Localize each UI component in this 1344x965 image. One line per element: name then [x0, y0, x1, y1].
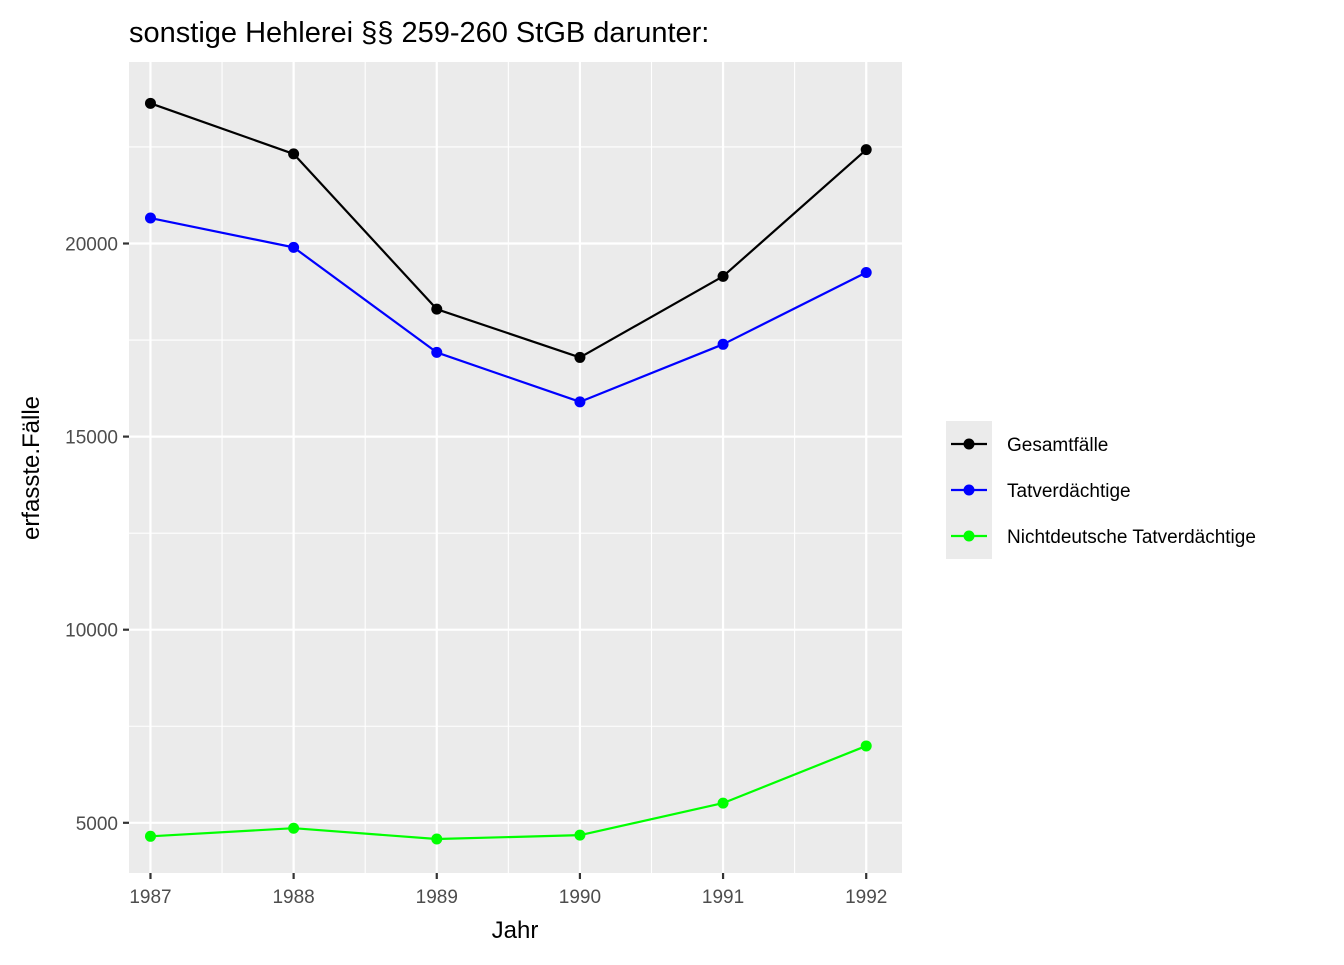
y-axis: 5000 10000 15000 20000 [65, 235, 129, 835]
legend-label: Tatverdächtige [1007, 481, 1131, 502]
series-line-2 [150, 744, 867, 841]
series-point-2-2 [431, 833, 443, 845]
series-point-0-3 [574, 351, 586, 363]
series-point-0-5 [860, 144, 872, 156]
x-tick-label: 1987 [129, 887, 171, 908]
plot-panel [129, 62, 902, 873]
series-line-0 [150, 102, 867, 359]
series-point-0-2 [431, 303, 443, 315]
y-tick-label: 10000 [65, 621, 118, 642]
x-tick-label: 1988 [272, 887, 314, 908]
series-point-1-0 [144, 212, 156, 224]
x-tick-label: 1990 [559, 887, 601, 908]
series-point-1-2 [431, 346, 443, 358]
x-axis-title: Jahr [492, 917, 539, 944]
legend-key-point [963, 530, 975, 542]
x-tick-label: 1992 [845, 887, 887, 908]
chart-title: sonstige Hehlerei §§ 259-260 StGB darunt… [129, 17, 709, 49]
series-point-2-0 [144, 830, 156, 842]
series-point-1-1 [288, 241, 300, 253]
series-point-2-4 [717, 797, 729, 809]
legend: Gesamtfälle Tatverdächtige Nichtdeutsche T… [946, 421, 1256, 559]
series-point-2-1 [288, 822, 300, 834]
x-axis: 1987 1988 1989 1990 1991 1992 [129, 873, 887, 908]
series-point-0-1 [288, 148, 300, 160]
y-tick-label: 5000 [76, 814, 118, 835]
legend-label: Nichtdeutsche Tatverdächtige [1007, 527, 1256, 548]
series-point-1-3 [574, 396, 586, 408]
y-axis-title: erfasste.Fälle [18, 396, 45, 540]
minor-gridlines [129, 62, 902, 873]
series-point-0-4 [717, 270, 729, 282]
series-point-1-4 [717, 338, 729, 350]
series-point-0-0 [144, 97, 156, 109]
series-point-2-5 [860, 740, 872, 752]
legend-label: Gesamtfälle [1007, 435, 1108, 456]
legend-key-point [963, 484, 975, 496]
x-tick-label: 1991 [702, 887, 744, 908]
x-tick-label: 1989 [416, 887, 458, 908]
y-tick-label: 20000 [65, 235, 118, 256]
major-gridlines [129, 62, 902, 873]
legend-key-point [963, 438, 975, 450]
series-point-2-3 [574, 829, 586, 841]
y-tick-label: 15000 [65, 428, 118, 449]
series-layer [144, 97, 872, 845]
series-line-1 [150, 216, 867, 403]
series-point-1-5 [860, 266, 872, 278]
